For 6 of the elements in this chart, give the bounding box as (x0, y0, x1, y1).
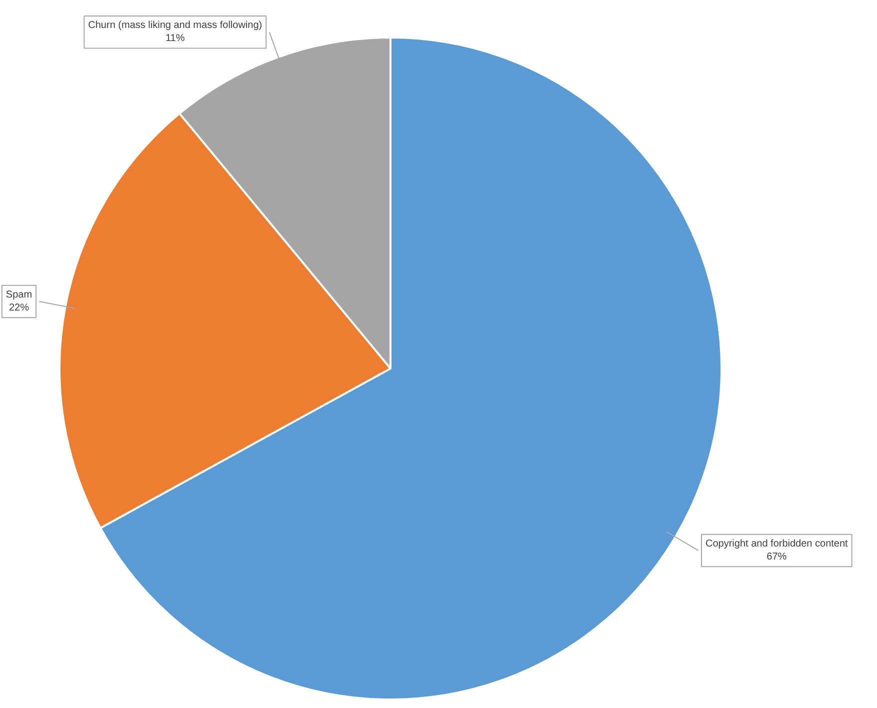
data-label: 67% (766, 552, 787, 563)
slice-label: Spam (6, 289, 32, 300)
slice-label: Copyright and forbidden content (706, 538, 848, 550)
slice-label: Churn (mass liking and mass following) (88, 20, 262, 32)
data-label: 11% (165, 33, 185, 44)
data-label: 22% (8, 302, 30, 314)
